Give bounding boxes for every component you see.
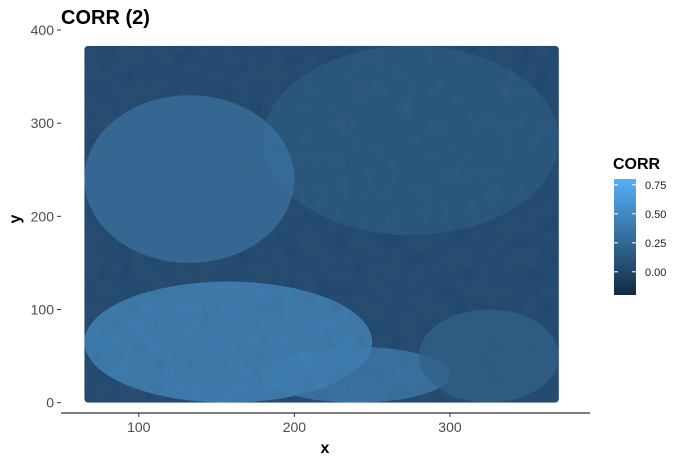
legend-tick-label: 0.50	[645, 209, 666, 221]
chart-title: CORR (2)	[61, 7, 150, 29]
legend-tick-label: 0.25	[645, 238, 666, 250]
legend-colorbar	[614, 179, 636, 295]
legend-tick-label: 0.00	[645, 267, 666, 279]
legend-tick-label: 0.75	[645, 180, 666, 192]
x-tick-label: 200	[283, 419, 307, 435]
legend-ticks: 0.00 0.25 0.50 0.75	[614, 180, 666, 279]
y-axis: 0 100 200 300 400	[31, 22, 61, 411]
y-tick-label: 400	[31, 22, 55, 38]
x-axis: 100 200 300	[61, 412, 590, 435]
y-tick-label: 300	[31, 115, 55, 131]
y-tick-label: 200	[31, 208, 55, 224]
legend-title: CORR	[613, 156, 661, 173]
y-tick-label: 0	[46, 395, 54, 411]
x-tick-label: 100	[127, 419, 151, 435]
y-tick-label: 100	[31, 302, 55, 318]
x-tick-label: 300	[438, 419, 462, 435]
heatmap-layer	[84, 45, 559, 403]
x-axis-title: x	[321, 440, 330, 457]
y-axis-title: y	[7, 214, 24, 223]
legend: CORR 0.00 0.25 0.50 0.75	[613, 156, 666, 295]
heatmap-texture	[84, 45, 559, 403]
